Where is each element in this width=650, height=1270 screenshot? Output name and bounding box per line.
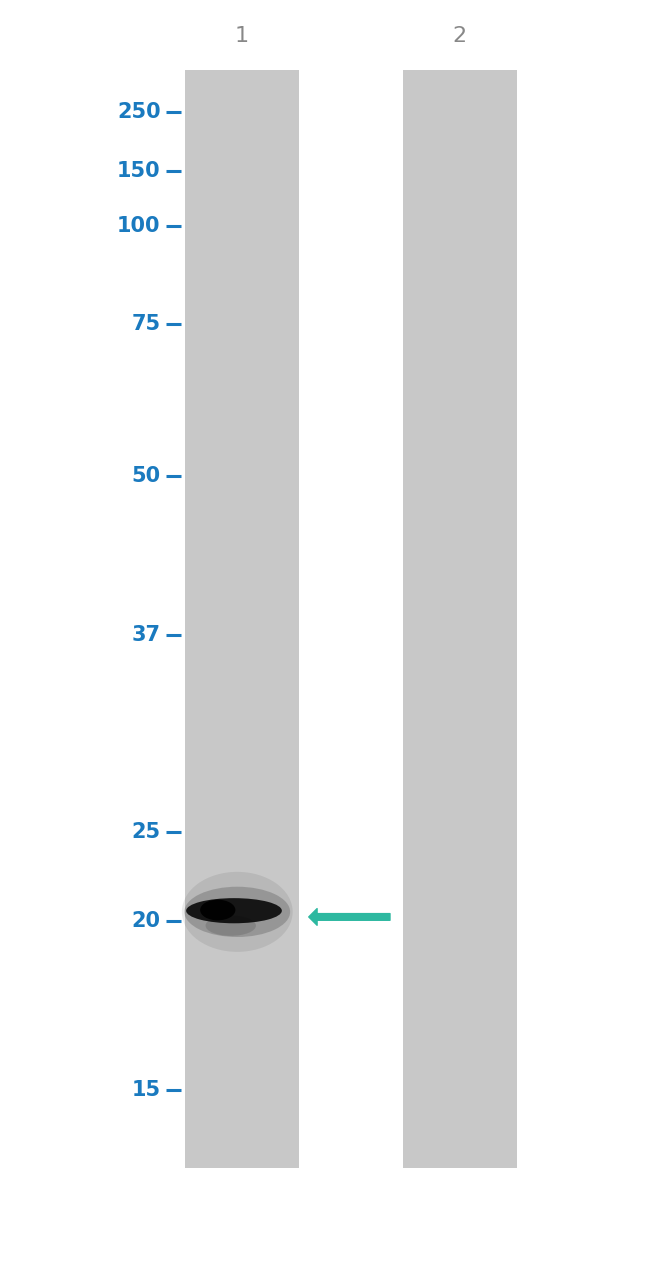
Text: 150: 150 <box>117 161 161 182</box>
Ellipse shape <box>182 871 292 952</box>
Text: 100: 100 <box>117 216 161 236</box>
Text: 2: 2 <box>453 25 467 46</box>
Bar <box>185 70 299 1168</box>
Text: 1: 1 <box>235 25 249 46</box>
Text: 37: 37 <box>131 625 161 645</box>
Text: 15: 15 <box>131 1080 161 1100</box>
Text: 50: 50 <box>131 466 161 486</box>
Ellipse shape <box>200 899 235 921</box>
Text: 25: 25 <box>131 822 161 842</box>
Text: 250: 250 <box>117 102 161 122</box>
Bar <box>403 70 517 1168</box>
Ellipse shape <box>185 886 290 937</box>
Ellipse shape <box>205 916 256 936</box>
Text: 75: 75 <box>131 314 161 334</box>
Text: 20: 20 <box>131 911 161 931</box>
Ellipse shape <box>186 898 282 923</box>
